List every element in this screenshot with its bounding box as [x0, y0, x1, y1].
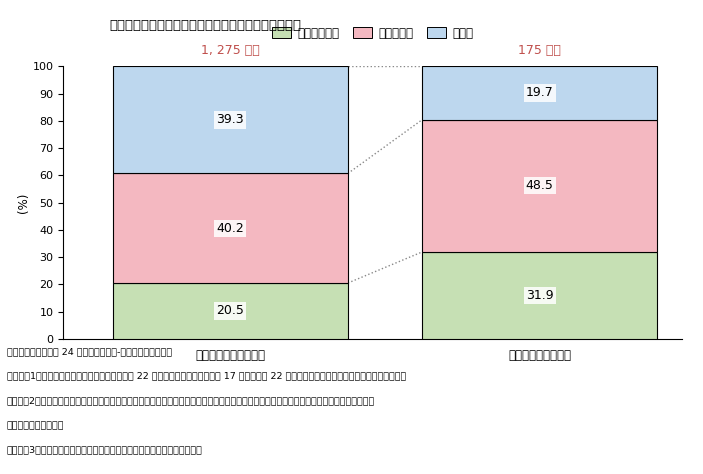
Text: 19.7: 19.7 [526, 86, 553, 100]
Text: 20.5: 20.5 [217, 304, 244, 318]
Text: 人口増加地域と減少地域の規模別の従業者割合の比較: 人口増加地域と減少地域の規模別の従業者割合の比較 [109, 18, 301, 32]
Legend: 小規模事業者, 中規模企業, 大企業: 小規模事業者, 中規模企業, 大企業 [268, 22, 477, 44]
Text: 175 万人: 175 万人 [518, 44, 561, 57]
Text: （注）　1．人口増加率及び人口減少率は、平成 22 年国勢調査に基づく、平成 17 年から平成 22 年までの人口増加率・人口減少率により算出。: （注） 1．人口増加率及び人口減少率は、平成 22 年国勢調査に基づく、平成 1… [7, 372, 406, 381]
Bar [422, 120, 657, 252]
Y-axis label: (%): (%) [17, 192, 30, 213]
Bar [422, 66, 657, 120]
Text: 40.2: 40.2 [217, 222, 244, 235]
Text: 山形県。: 山形県。 [7, 421, 65, 430]
Bar [112, 173, 348, 283]
Text: 48.5: 48.5 [526, 179, 553, 192]
Text: 資料：総務省「平成 24 年経済センサス-活動調査」再編加工: 資料：総務省「平成 24 年経済センサス-活動調査」再編加工 [7, 347, 172, 356]
Text: 3．従業者の数は、各事業所の所在する都道府県に計上している。: 3．従業者の数は、各事業所の所在する都道府県に計上している。 [7, 446, 203, 455]
Text: 31.9: 31.9 [526, 289, 553, 302]
Bar [422, 252, 657, 339]
Text: 第 3-1-10 図: 第 3-1-10 図 [22, 18, 86, 31]
Bar [112, 283, 348, 339]
Text: 39.3: 39.3 [217, 113, 244, 127]
Text: 2．人口増加率上位５都県：東京都・神奈川県・千葉県・沖縄県・滋賀県、人口減少率上位５県：秋田県・青森県・高知県・岩手県・: 2．人口増加率上位５都県：東京都・神奈川県・千葉県・沖縄県・滋賀県、人口減少率上… [7, 396, 375, 405]
Text: 1, 275 万人: 1, 275 万人 [201, 44, 259, 57]
Bar [112, 66, 348, 173]
